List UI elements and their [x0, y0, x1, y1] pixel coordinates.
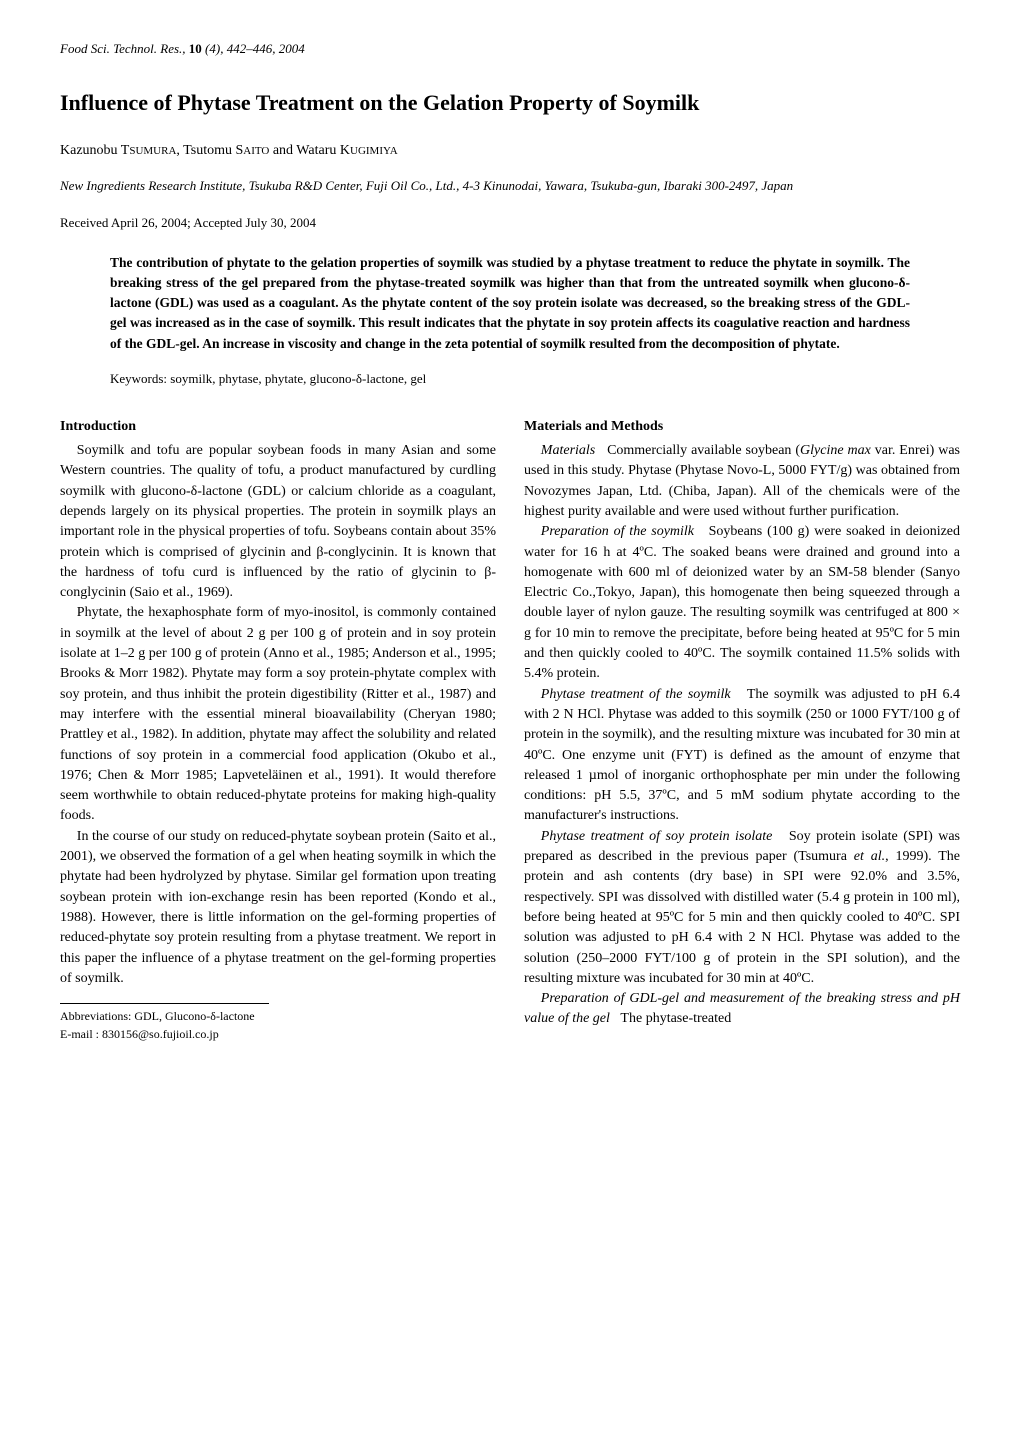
gdl-gel-text: The phytase-treated — [620, 1011, 731, 1026]
journal-pages: 442–446, — [227, 41, 276, 56]
phytase-soymilk-para: Phytase treatment of the soymilk The soy… — [524, 685, 960, 827]
prep-soymilk-para: Preparation of the soymilk Soybeans (100… — [524, 522, 960, 684]
intro-para-1: Soymilk and tofu are popular soybean foo… — [60, 441, 496, 603]
materials-para: Materials Commercially available soybean… — [524, 441, 960, 522]
paper-title: Influence of Phytase Treatment on the Ge… — [60, 87, 960, 119]
methods-heading: Materials and Methods — [524, 417, 960, 437]
journal-volume: 10 — [189, 41, 202, 56]
footer-divider — [60, 1003, 269, 1004]
abstract: The contribution of phytate to the gelat… — [60, 253, 960, 354]
phytase-spi-subheading: Phytase treatment of soy protein isolate — [541, 829, 773, 844]
materials-subheading: Materials — [541, 443, 595, 458]
journal-header: Food Sci. Technol. Res., 10 (4), 442–446… — [60, 40, 960, 59]
prep-soymilk-text: Soybeans (100 g) were soaked in deionize… — [524, 524, 960, 681]
footer-notes: Abbreviations: GDL, Glucono-δ-lactone E-… — [60, 1008, 496, 1043]
journal-issue: (4), — [205, 41, 223, 56]
phytase-soymilk-text: The soymilk was adjusted to pH 6.4 with … — [524, 687, 960, 824]
introduction-heading: Introduction — [60, 417, 496, 437]
phytase-spi-para: Phytase treatment of soy protein isolate… — [524, 827, 960, 989]
phytase-soymilk-subheading: Phytase treatment of the soymilk — [541, 687, 731, 702]
two-column-body: Introduction Soymilk and tofu are popula… — [60, 417, 960, 1043]
abbreviations: Abbreviations: GDL, Glucono-δ-lactone — [60, 1008, 496, 1025]
email: E-mail : 830156@so.fujioil.co.jp — [60, 1026, 496, 1043]
right-column: Materials and Methods Materials Commerci… — [524, 417, 960, 1043]
gdl-gel-subheading: Preparation of GDL-gel and measurement o… — [524, 991, 960, 1026]
journal-year: 2004 — [279, 41, 305, 56]
journal-name: Food Sci. Technol. Res., — [60, 41, 186, 56]
left-column: Introduction Soymilk and tofu are popula… — [60, 417, 496, 1043]
authors: Kazunobu TSUMURA, Tsutomu SAITO and Wata… — [60, 141, 960, 161]
intro-para-3: In the course of our study on reduced-ph… — [60, 827, 496, 989]
affiliation: New Ingredients Research Institute, Tsuk… — [60, 177, 960, 196]
keywords: Keywords: soymilk, phytase, phytate, glu… — [60, 370, 960, 389]
intro-para-2: Phytate, the hexaphosphate form of myo-i… — [60, 603, 496, 826]
received-date: Received April 26, 2004; Accepted July 3… — [60, 214, 960, 233]
prep-soymilk-subheading: Preparation of the soymilk — [541, 524, 694, 539]
gdl-gel-para: Preparation of GDL-gel and measurement o… — [524, 989, 960, 1030]
phytase-spi-text: Soy protein isolate (SPI) was prepared a… — [524, 829, 960, 986]
